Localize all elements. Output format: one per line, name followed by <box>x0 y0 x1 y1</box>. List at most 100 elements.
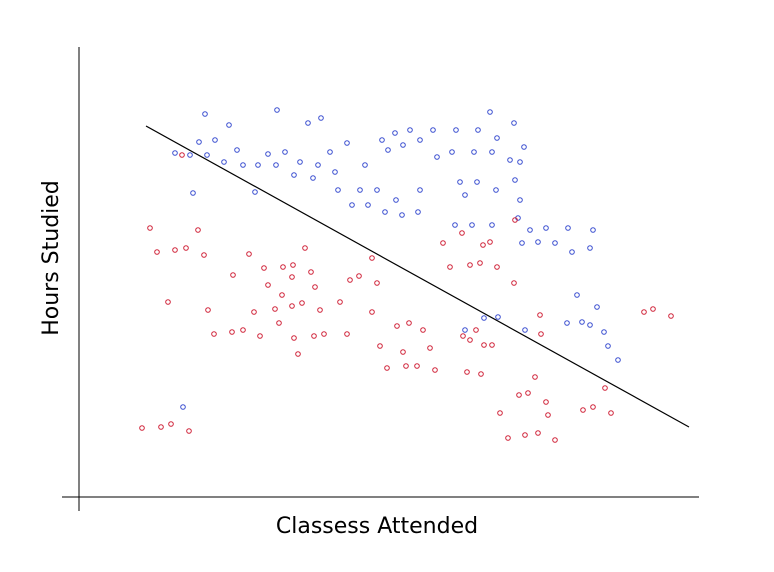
point <box>168 421 174 427</box>
point <box>565 225 571 231</box>
point <box>230 272 236 278</box>
point <box>487 109 493 115</box>
point <box>505 435 511 441</box>
point <box>280 264 286 270</box>
point <box>587 245 593 251</box>
point <box>349 202 355 208</box>
point <box>289 303 295 309</box>
point <box>394 323 400 329</box>
point <box>297 159 303 165</box>
point <box>384 365 390 371</box>
point <box>615 357 621 363</box>
point <box>522 327 528 333</box>
point <box>497 410 503 416</box>
point <box>202 111 208 117</box>
point <box>205 307 211 313</box>
point <box>543 225 549 231</box>
point <box>516 392 522 398</box>
point <box>489 222 495 228</box>
point <box>289 274 295 280</box>
point <box>257 333 263 339</box>
point <box>211 331 217 337</box>
point <box>452 222 458 228</box>
point <box>276 320 282 326</box>
point <box>274 107 280 113</box>
point <box>495 314 501 320</box>
point <box>321 331 327 337</box>
point <box>407 127 413 133</box>
point <box>246 251 252 257</box>
point <box>462 327 468 333</box>
point <box>601 329 607 335</box>
point <box>240 162 246 168</box>
point <box>519 240 525 246</box>
point <box>279 292 285 298</box>
point <box>312 284 318 290</box>
point <box>414 363 420 369</box>
point <box>196 139 202 145</box>
point <box>377 343 383 349</box>
point <box>158 424 164 430</box>
point <box>403 363 409 369</box>
point <box>517 159 523 165</box>
point <box>365 202 371 208</box>
point <box>318 115 324 121</box>
point <box>552 240 558 246</box>
point <box>400 349 406 355</box>
point <box>481 315 487 321</box>
point <box>432 367 438 373</box>
point <box>356 273 362 279</box>
point <box>186 428 192 434</box>
point <box>493 187 499 193</box>
point <box>399 212 405 218</box>
point <box>489 342 495 348</box>
point <box>201 252 207 258</box>
point <box>299 300 305 306</box>
point <box>527 227 533 233</box>
point <box>332 169 338 175</box>
point <box>362 162 368 168</box>
point <box>473 327 479 333</box>
point <box>464 369 470 375</box>
point <box>475 127 481 133</box>
point <box>154 249 160 255</box>
point <box>226 122 232 128</box>
point <box>477 260 483 266</box>
point <box>478 371 484 377</box>
point <box>462 192 468 198</box>
point <box>537 312 543 318</box>
point <box>382 209 388 215</box>
point <box>165 299 171 305</box>
point <box>406 320 412 326</box>
point <box>282 149 288 155</box>
point <box>305 120 311 126</box>
decision-line <box>145 125 690 428</box>
point <box>290 262 296 268</box>
point <box>489 149 495 155</box>
point <box>487 239 493 245</box>
point <box>347 277 353 283</box>
point <box>507 157 513 163</box>
point <box>183 245 189 251</box>
point <box>379 137 385 143</box>
point <box>481 342 487 348</box>
point <box>525 390 531 396</box>
point <box>580 407 586 413</box>
point <box>327 149 333 155</box>
point <box>668 313 674 319</box>
point <box>369 255 375 261</box>
point <box>430 127 436 133</box>
point <box>417 187 423 193</box>
point <box>385 147 391 153</box>
point <box>252 189 258 195</box>
point <box>261 265 267 271</box>
point <box>317 307 323 313</box>
point <box>569 249 575 255</box>
point <box>641 309 647 315</box>
point <box>459 230 465 236</box>
x-axis-label: Classess Attended <box>276 514 478 539</box>
point <box>147 225 153 231</box>
point <box>453 127 459 133</box>
point <box>494 135 500 141</box>
point <box>427 345 433 351</box>
